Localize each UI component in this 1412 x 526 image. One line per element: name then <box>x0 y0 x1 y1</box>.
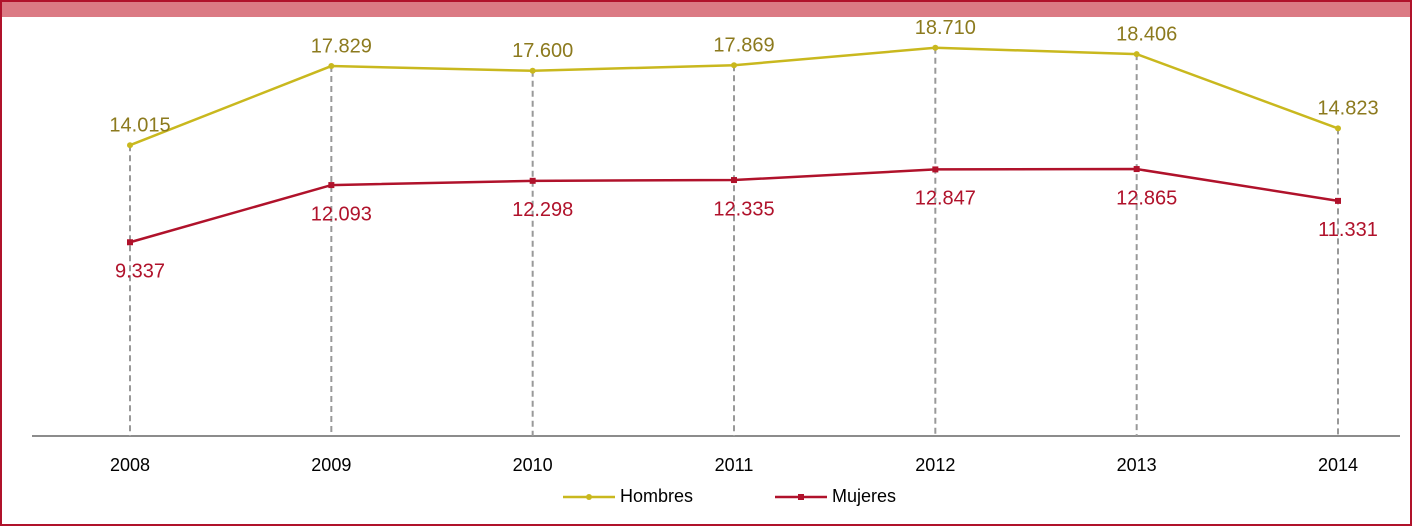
x-tick-label: 2014 <box>1318 455 1358 475</box>
data-label: 14.015 <box>109 114 170 136</box>
data-label: 12.335 <box>713 198 774 220</box>
point <box>529 67 536 74</box>
data-label: 12.298 <box>512 199 573 221</box>
data-label: 14.823 <box>1317 98 1378 120</box>
data-label: 12.847 <box>915 188 976 210</box>
data-label: 18.710 <box>915 17 976 39</box>
x-tick-label: 2008 <box>110 455 150 475</box>
x-tick-label: 2013 <box>1117 455 1157 475</box>
point <box>127 239 133 246</box>
data-label: 11.331 <box>1318 219 1378 241</box>
x-tick-label: 2010 <box>513 455 553 475</box>
point <box>1335 197 1341 204</box>
point <box>529 177 536 184</box>
point <box>1335 125 1341 132</box>
data-label: 17.829 <box>311 35 372 57</box>
x-tick-label: 2012 <box>915 455 955 475</box>
point <box>731 177 737 184</box>
legend-marker <box>798 494 804 500</box>
point <box>1133 166 1140 173</box>
point <box>127 142 133 149</box>
x-tick-label: 2011 <box>715 455 754 475</box>
point <box>1133 51 1140 58</box>
point <box>328 63 335 70</box>
x-tick-label: 2009 <box>311 455 351 475</box>
data-label: 12.093 <box>311 203 372 225</box>
data-label: 9.337 <box>115 261 165 283</box>
point <box>932 44 939 51</box>
data-label: 17.600 <box>512 40 573 62</box>
data-label: 17.869 <box>713 34 774 56</box>
point <box>328 182 335 189</box>
legend-label: Mujeres <box>832 486 896 506</box>
data-label: 12.865 <box>1116 187 1177 209</box>
legend-label: Hombres <box>620 486 693 506</box>
header-bar <box>0 0 1412 17</box>
data-label: 18.406 <box>1116 23 1177 45</box>
point <box>932 166 939 173</box>
point <box>731 62 737 69</box>
legend-marker <box>586 494 592 500</box>
